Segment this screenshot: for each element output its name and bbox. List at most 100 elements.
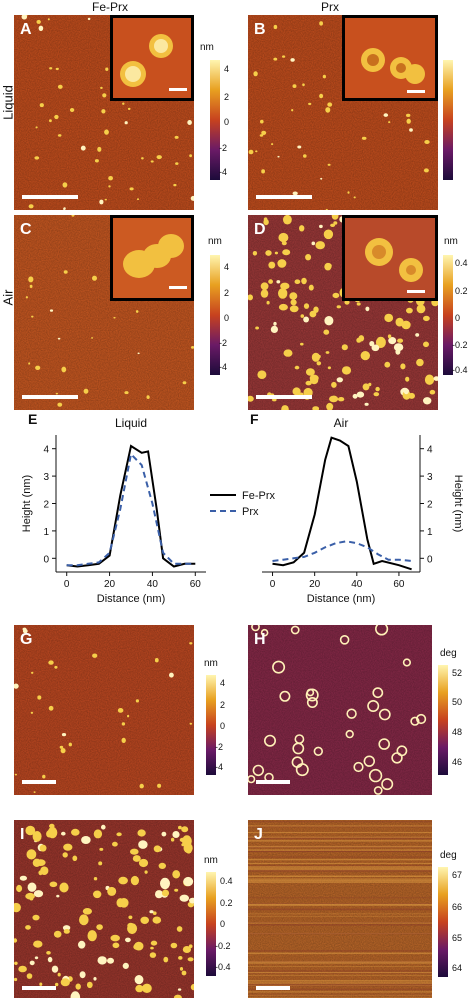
colorbar-i-tick: 0.4 (220, 876, 233, 886)
colorbar-h-tick: 50 (452, 697, 463, 707)
scale-bar-c (22, 395, 78, 399)
column-title-prx: Prx (321, 0, 339, 14)
colorbar-i-unit: nm (204, 855, 218, 866)
afm-image-a: A (14, 15, 194, 210)
x-tick-label: 40 (147, 579, 159, 590)
panel-label-h: H (254, 631, 266, 648)
colorbar-g-tick: -2 (215, 742, 224, 752)
panel-label-f: F (250, 411, 259, 427)
colorbar-d-tick: -0.4 (452, 365, 468, 375)
scale-bar-b (256, 195, 312, 199)
afm-image-i: I (14, 820, 194, 998)
colorbar-g-tick: 0 (220, 721, 226, 731)
y-axis-label: Height (nm) (21, 475, 33, 532)
y-tick-label: 2 (427, 500, 433, 511)
panel-label-b: B (254, 21, 266, 38)
colorbar-g-tick: -4 (215, 762, 224, 772)
colorbar-i-tick: -0.2 (215, 941, 231, 951)
inset-b (342, 15, 438, 101)
colorbar-b-gradient (443, 60, 453, 180)
colorbar-h-tick: 52 (452, 668, 463, 678)
colorbar-ab-tick: 4 (224, 64, 230, 74)
x-tick-label: 20 (104, 579, 116, 590)
y-tick-label: 1 (43, 527, 49, 538)
colorbar-i-tick: 0.2 (220, 898, 233, 908)
colorbar-c-tick: 2 (224, 288, 230, 298)
afm-image-c: C (14, 215, 194, 410)
colorbar-d-unit: nm (444, 236, 458, 247)
x-tick-label: 40 (351, 579, 363, 590)
colorbar-ab-unit: nm (200, 42, 214, 53)
colorbar-ab-tick: 2 (224, 92, 230, 102)
scale-bar-g (22, 780, 56, 784)
inset-d (342, 215, 438, 301)
x-tick-label: 60 (190, 579, 202, 590)
y-tick-label: 3 (427, 472, 433, 483)
x-axis-label: Distance (nm) (97, 593, 165, 605)
colorbar-j-tick: 66 (452, 902, 463, 912)
colorbar-g-tick: 4 (220, 678, 226, 688)
colorbar-ab-tick: -2 (219, 143, 228, 153)
colorbar-d-tick: -0.2 (452, 340, 468, 350)
y-tick-label: 1 (427, 527, 433, 538)
y-tick-label: 2 (43, 500, 49, 511)
colorbar-h-unit: deg (440, 648, 457, 659)
series-line-prx (66, 452, 196, 567)
colorbar-g-gradient (206, 675, 216, 775)
plot-title: Liquid (115, 416, 147, 430)
y-axis-label: Height (nm) (452, 475, 464, 532)
colorbar-j-tick: 67 (452, 870, 463, 880)
series-line-prx (272, 540, 412, 562)
legend-label: Fe-Prx (242, 490, 276, 502)
series-line-fe-prx (66, 444, 196, 568)
colorbar-i-tick: -0.4 (215, 962, 231, 972)
column-title-fe-prx: Fe-Prx (92, 0, 128, 14)
y-tick-label: 4 (43, 445, 49, 456)
panel-label-c: C (20, 221, 32, 238)
colorbar-i-tick: 0 (220, 919, 226, 929)
scale-bar-j (256, 986, 290, 990)
legend-label: Prx (242, 506, 259, 518)
colorbar-ab-gradient (210, 60, 220, 180)
scale-bar-d (256, 395, 312, 399)
inset-a (110, 15, 194, 101)
panel-label-g: G (20, 631, 33, 648)
x-tick-label: 0 (64, 579, 70, 590)
panel-label-j: J (254, 826, 263, 843)
x-axis-label: Distance (nm) (307, 593, 375, 605)
colorbar-h-gradient (438, 665, 448, 775)
panel-label-d: D (254, 221, 266, 238)
colorbar-ab-tick: 0 (224, 117, 230, 127)
x-tick-label: 0 (270, 579, 276, 590)
plot-title: Air (334, 416, 349, 430)
panel-label-i: I (20, 826, 25, 843)
colorbar-j-tick: 64 (452, 963, 463, 973)
colorbar-d-tick: 0.4 (455, 258, 468, 268)
colorbar-c-tick: -2 (219, 338, 228, 348)
colorbar-ab-tick: -4 (219, 167, 228, 177)
colorbar-h-tick: 48 (452, 727, 463, 737)
afm-image-j: J (248, 820, 432, 998)
series-line-fe-prx (272, 436, 412, 571)
scale-bar-h (256, 780, 290, 784)
y-tick-label: 0 (43, 554, 49, 565)
colorbar-g-tick: 2 (220, 700, 226, 710)
colorbar-d-tick: 0 (455, 313, 461, 323)
colorbar-d-gradient (443, 255, 453, 375)
x-tick-label: 60 (393, 579, 405, 590)
colorbar-d-tick: 0.2 (455, 286, 468, 296)
afm-image-g: G (14, 625, 194, 795)
colorbar-ab: nm (200, 42, 214, 53)
colorbar-c-tick: 4 (224, 262, 230, 272)
afm-image-h: H (248, 625, 432, 795)
y-tick-label: 4 (427, 445, 433, 456)
panel-label-a: A (20, 21, 32, 38)
scale-bar-a (22, 195, 78, 199)
colorbar-c-gradient (210, 255, 220, 375)
x-tick-label: 20 (309, 579, 321, 590)
colorbar-c-tick: 0 (224, 313, 230, 323)
colorbar-i-gradient (206, 872, 216, 976)
colorbar-j-unit: deg (440, 850, 457, 861)
inset-c (110, 215, 194, 301)
